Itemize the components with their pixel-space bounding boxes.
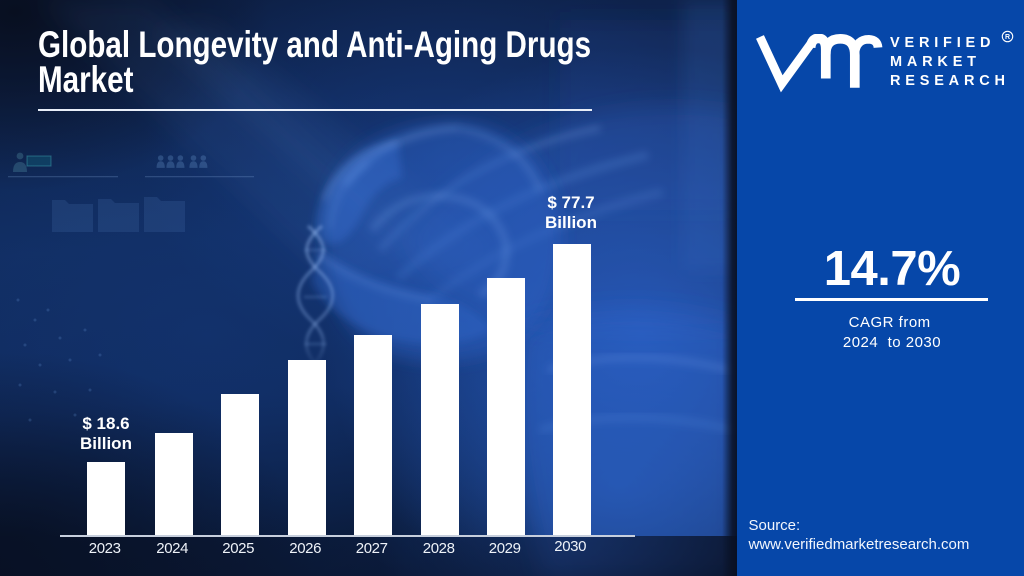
svg-text:R: R (1004, 34, 1009, 41)
